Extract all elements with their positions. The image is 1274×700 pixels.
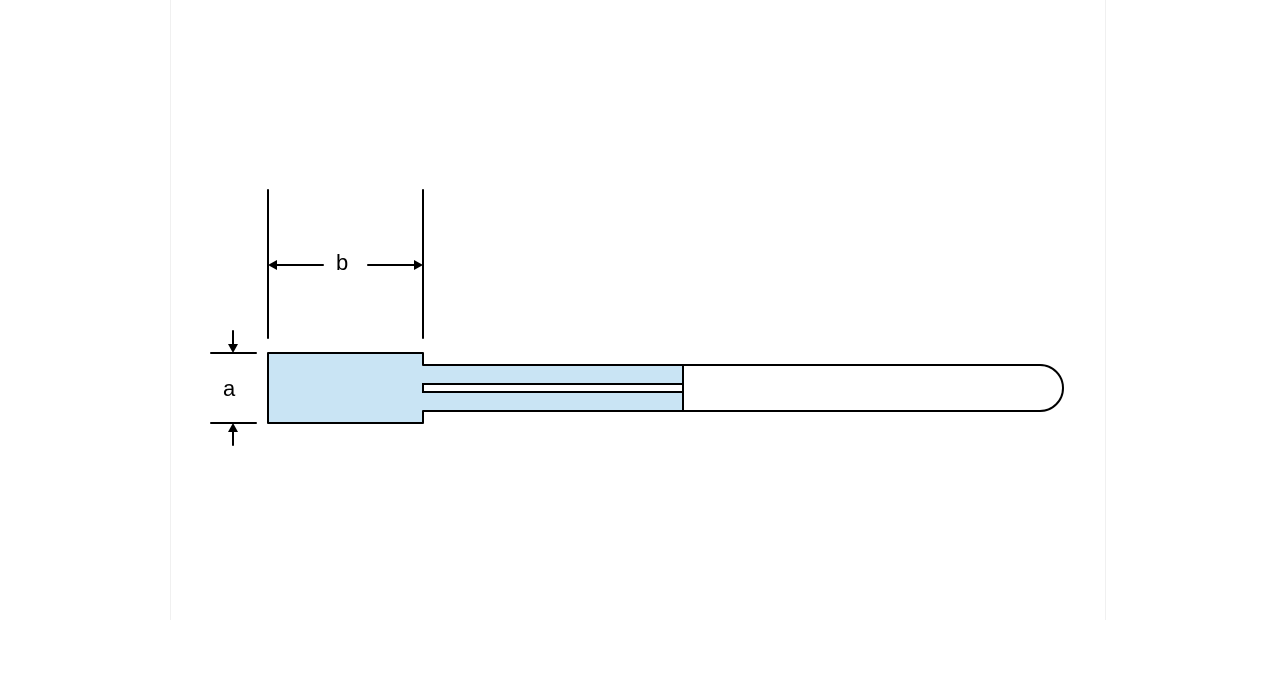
dimension-label-b: b xyxy=(336,252,348,274)
diagram-frame: a b xyxy=(170,0,1106,620)
dimension-drawing xyxy=(171,0,1105,620)
dimension-label-a: a xyxy=(223,378,235,400)
